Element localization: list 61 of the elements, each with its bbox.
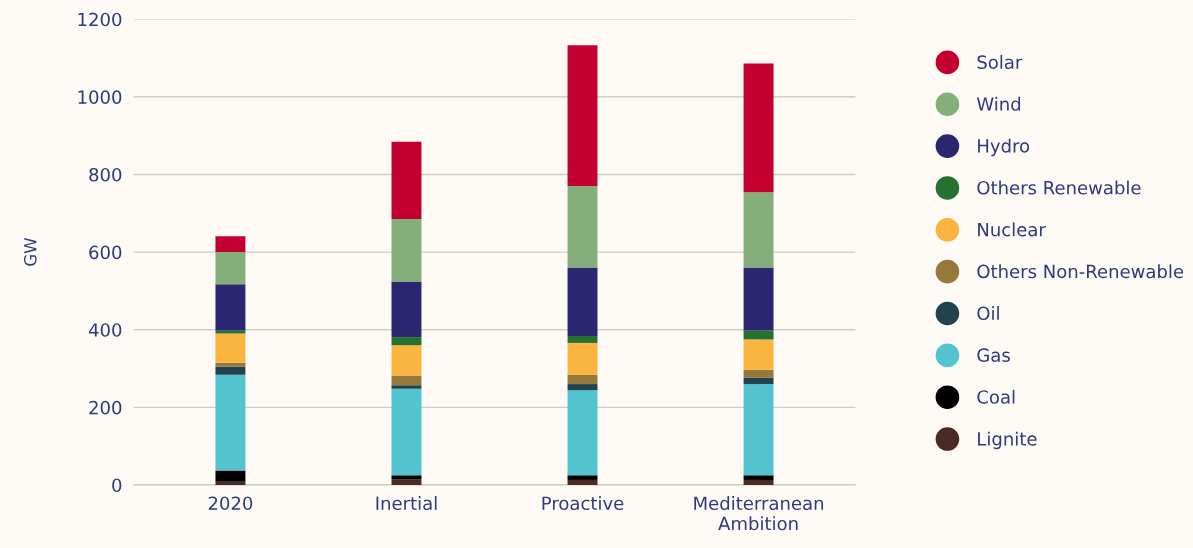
bar (391, 345, 422, 376)
y-tick-label: 200 (89, 400, 122, 415)
bar (215, 366, 246, 375)
legend-label: Oil (977, 306, 999, 321)
bar (215, 481, 246, 485)
bar (743, 192, 774, 268)
bar (743, 267, 774, 331)
legend-label: Wind (976, 96, 1021, 111)
y-axis-title: GW (23, 237, 37, 266)
y-tick-label: 600 (89, 245, 122, 260)
x-tick-label: Proactive (542, 496, 624, 511)
bar (743, 330, 774, 340)
bar (215, 236, 246, 253)
legend-label: Hydro (978, 138, 1030, 157)
legend-label: Solar (977, 55, 1023, 69)
x-tick-label: Mediterranean Ambition (694, 496, 824, 531)
bar (391, 385, 422, 389)
legend-label: Coal (977, 389, 1015, 404)
bar (567, 479, 598, 485)
y-tick-label: 400 (88, 323, 122, 337)
y-tick-label: 1000 (78, 90, 122, 104)
bar (743, 377, 774, 385)
y-tick-label: 0 (112, 478, 122, 493)
bar (567, 45, 598, 187)
bar (391, 219, 422, 282)
legend-label: Others Renewable (977, 180, 1141, 195)
bar (743, 479, 774, 485)
bar (567, 335, 598, 343)
legend-label: Others Non-Renewable (977, 264, 1184, 279)
bar (391, 141, 422, 220)
bar (215, 362, 246, 367)
bar (215, 374, 246, 471)
bar (215, 470, 246, 482)
x-tick-label: Inertial (376, 496, 437, 511)
bar (391, 281, 422, 338)
bar (567, 390, 598, 476)
y-tick-label: 800 (89, 167, 122, 182)
bar (391, 475, 422, 480)
bar (215, 330, 246, 334)
bar (391, 337, 422, 346)
y-tick-label: 1200 (78, 12, 122, 27)
legend-label: Lignite (978, 431, 1037, 450)
bar (567, 475, 598, 480)
bar (567, 374, 598, 385)
x-tick-label: 2020 (208, 496, 253, 511)
bar (567, 342, 598, 375)
bar (743, 384, 774, 476)
bar (743, 63, 774, 193)
bar (567, 186, 598, 268)
bar (743, 475, 774, 480)
bar (743, 339, 774, 370)
bar (391, 375, 422, 386)
legend-label: Gas (977, 348, 1010, 362)
bar (567, 384, 598, 391)
bar (215, 333, 246, 363)
bar (215, 252, 246, 285)
bar (567, 267, 598, 336)
bar (215, 284, 246, 331)
legend-label: Nuclear (978, 222, 1046, 237)
bar (743, 369, 774, 378)
bar (391, 388, 422, 476)
